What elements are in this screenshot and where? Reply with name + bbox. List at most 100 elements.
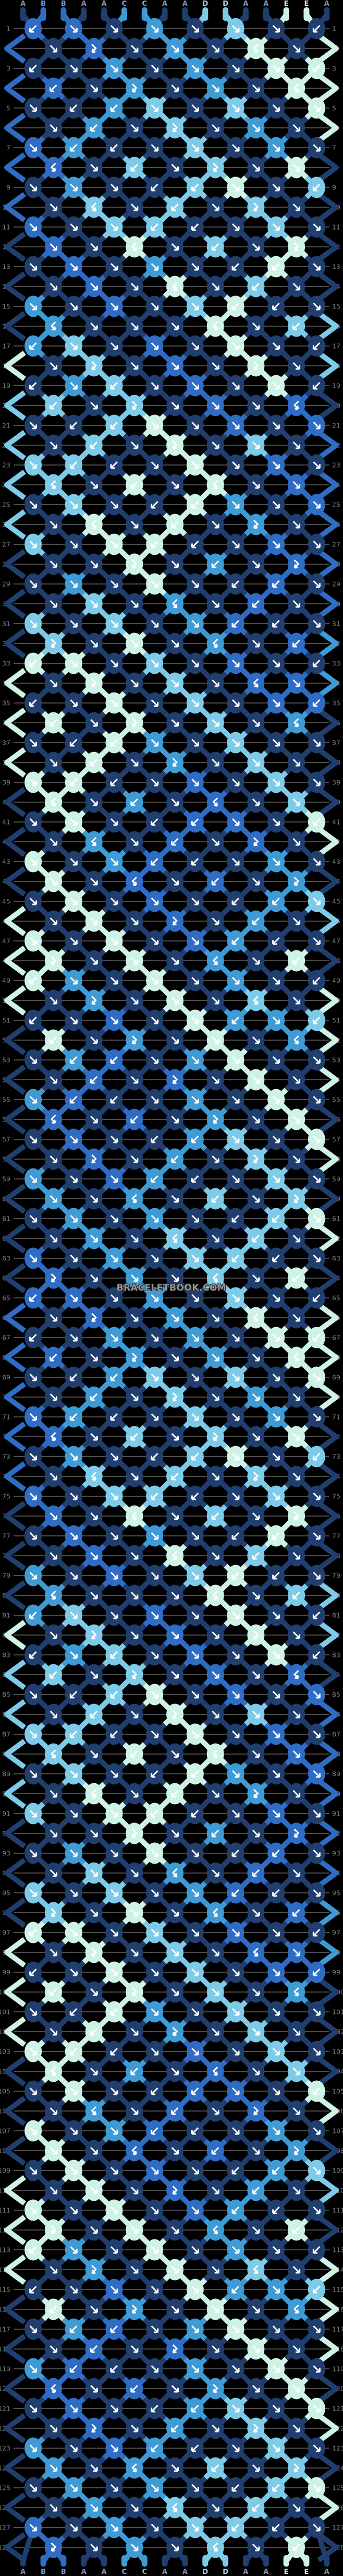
knot[interactable] (105, 57, 123, 79)
knot[interactable] (288, 712, 305, 734)
knot[interactable] (65, 256, 82, 278)
knot[interactable] (24, 335, 42, 357)
knot[interactable] (227, 57, 244, 79)
knot[interactable] (308, 375, 325, 397)
knot[interactable] (85, 276, 103, 297)
knot[interactable] (126, 712, 143, 734)
knot[interactable] (85, 315, 103, 337)
knot-circle[interactable] (206, 633, 224, 654)
knot[interactable] (308, 137, 325, 159)
knot[interactable] (186, 613, 204, 635)
knot[interactable] (85, 157, 103, 178)
knot[interactable] (85, 474, 103, 496)
knot[interactable] (105, 375, 123, 397)
knot[interactable] (288, 633, 305, 654)
knot[interactable] (267, 18, 285, 40)
knot[interactable] (24, 414, 42, 436)
knot[interactable] (308, 176, 325, 198)
knot-circle[interactable] (247, 196, 265, 218)
knot[interactable] (45, 593, 62, 615)
knot[interactable] (247, 117, 265, 139)
knot[interactable] (308, 57, 325, 79)
knot[interactable] (206, 236, 224, 258)
knot[interactable] (308, 414, 325, 436)
knot[interactable] (227, 533, 244, 555)
knot[interactable] (308, 454, 325, 476)
knot[interactable] (166, 236, 184, 258)
knot[interactable] (166, 434, 184, 456)
knot[interactable] (45, 236, 62, 258)
knot[interactable] (288, 236, 305, 258)
knot[interactable] (65, 573, 82, 595)
knot[interactable] (105, 533, 123, 555)
knot[interactable] (126, 514, 143, 535)
knot[interactable] (146, 652, 164, 674)
knot[interactable] (65, 375, 82, 397)
knot[interactable] (267, 652, 285, 674)
knot-circle[interactable] (166, 593, 184, 615)
knot[interactable] (186, 176, 204, 198)
knot[interactable] (186, 18, 204, 40)
knot[interactable] (146, 573, 164, 595)
knot[interactable] (166, 117, 184, 139)
knot[interactable] (247, 355, 265, 377)
knot[interactable] (166, 77, 184, 99)
knot[interactable] (146, 454, 164, 476)
knot[interactable] (24, 176, 42, 198)
knot[interactable] (308, 256, 325, 278)
knot[interactable] (267, 375, 285, 397)
knot[interactable] (85, 593, 103, 615)
knot[interactable] (146, 533, 164, 555)
knot[interactable] (105, 97, 123, 119)
knot-circle[interactable] (206, 474, 224, 496)
knot[interactable] (206, 593, 224, 615)
knot[interactable] (267, 295, 285, 317)
knot[interactable] (227, 97, 244, 119)
knot[interactable] (65, 216, 82, 238)
knot[interactable] (45, 395, 62, 416)
knot[interactable] (65, 97, 82, 119)
knot[interactable] (105, 454, 123, 476)
knot[interactable] (186, 652, 204, 674)
knot[interactable] (308, 692, 325, 714)
knot[interactable] (227, 494, 244, 516)
knot-circle[interactable] (85, 196, 103, 218)
knot[interactable] (288, 434, 305, 456)
knot[interactable] (227, 414, 244, 436)
knot[interactable] (24, 375, 42, 397)
knot[interactable] (85, 395, 103, 416)
knot[interactable] (146, 216, 164, 238)
knot[interactable] (186, 97, 204, 119)
knot[interactable] (186, 216, 204, 238)
knot-circle[interactable] (288, 712, 305, 734)
knot[interactable] (166, 276, 184, 297)
knot[interactable] (85, 236, 103, 258)
knot[interactable] (24, 137, 42, 159)
knot[interactable] (308, 494, 325, 516)
knot[interactable] (166, 395, 184, 416)
knot[interactable] (65, 295, 82, 317)
knot[interactable] (308, 216, 325, 238)
knot[interactable] (288, 395, 305, 416)
knot[interactable] (146, 414, 164, 436)
knot[interactable] (126, 553, 143, 575)
knot-circle[interactable] (288, 395, 305, 416)
knot[interactable] (247, 514, 265, 535)
knot[interactable] (105, 414, 123, 436)
knot[interactable] (247, 474, 265, 496)
knot[interactable] (146, 692, 164, 714)
knot[interactable] (24, 256, 42, 278)
knot[interactable] (288, 276, 305, 297)
knot-circle[interactable] (85, 514, 103, 535)
knot[interactable] (227, 216, 244, 238)
knot[interactable] (308, 335, 325, 357)
knot[interactable] (308, 18, 325, 40)
knot[interactable] (105, 18, 123, 40)
knot[interactable] (24, 692, 42, 714)
knot[interactable] (105, 295, 123, 317)
knot-circle[interactable] (45, 633, 62, 654)
knot[interactable] (65, 414, 82, 436)
knot-circle[interactable] (85, 38, 103, 59)
knot[interactable] (267, 613, 285, 635)
knot[interactable] (45, 315, 62, 337)
